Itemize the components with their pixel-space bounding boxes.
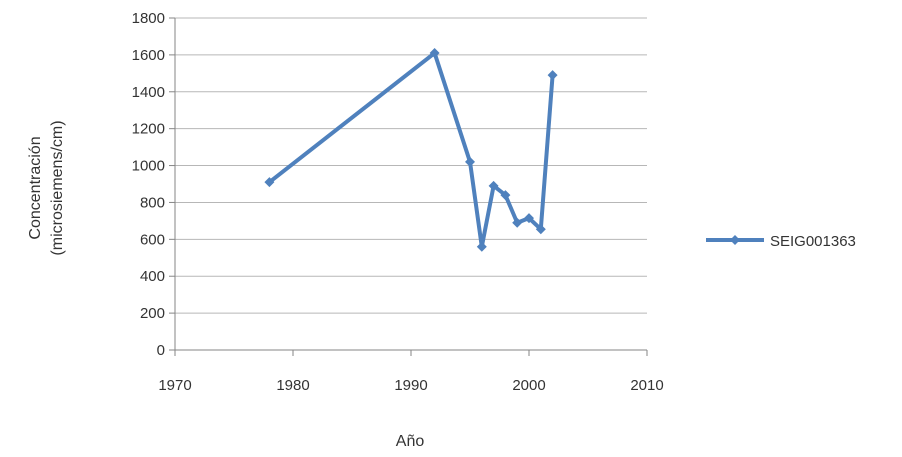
y-tick-label: 400 (140, 268, 165, 285)
legend-series-label: SEIG001363 (770, 233, 856, 250)
y-tick-label: 1600 (132, 47, 165, 64)
data-point (547, 70, 558, 81)
data-point (465, 156, 475, 167)
y-tick-label: 800 (140, 194, 165, 211)
data-point (429, 48, 440, 59)
series-group (264, 48, 558, 252)
legend: SEIG001363 (706, 233, 856, 250)
y-tick-label: 1000 (132, 158, 165, 175)
data-point (264, 177, 275, 188)
x-tick-label: 2010 (630, 377, 663, 394)
x-tick-label: 2000 (512, 377, 545, 394)
y-tick-label: 1200 (132, 121, 165, 138)
data-point (476, 241, 487, 252)
series-line (267, 51, 555, 249)
data-point (535, 224, 546, 235)
x-tick-label: 1970 (158, 377, 191, 394)
data-point (524, 213, 534, 224)
x-tick-label: 1990 (394, 377, 427, 394)
data-point (488, 180, 499, 191)
y-axis-title-line-2: (microsiemens/cm) (49, 120, 66, 255)
axes (174, 18, 647, 351)
grid-lines (175, 17, 647, 314)
data-point (512, 217, 523, 228)
x-tick-label: 1980 (276, 377, 309, 394)
y-tick-label: 200 (140, 305, 165, 322)
y-tick-label: 600 (140, 231, 165, 248)
y-axis-ticks: 0 200 400 600 800 1000 1200 1400 1600 1800 (132, 10, 175, 359)
y-tick-label: 1800 (132, 10, 165, 27)
y-tick-label: 0 (157, 342, 165, 359)
data-point (500, 190, 511, 201)
x-axis-ticks: 1970 1980 1990 2000 2010 (158, 350, 664, 394)
legend-series-marker (730, 235, 740, 245)
y-tick-label: 1400 (132, 84, 165, 101)
x-axis-title: Año (396, 433, 425, 450)
y-axis-title-line-1: Concentración (27, 136, 44, 239)
